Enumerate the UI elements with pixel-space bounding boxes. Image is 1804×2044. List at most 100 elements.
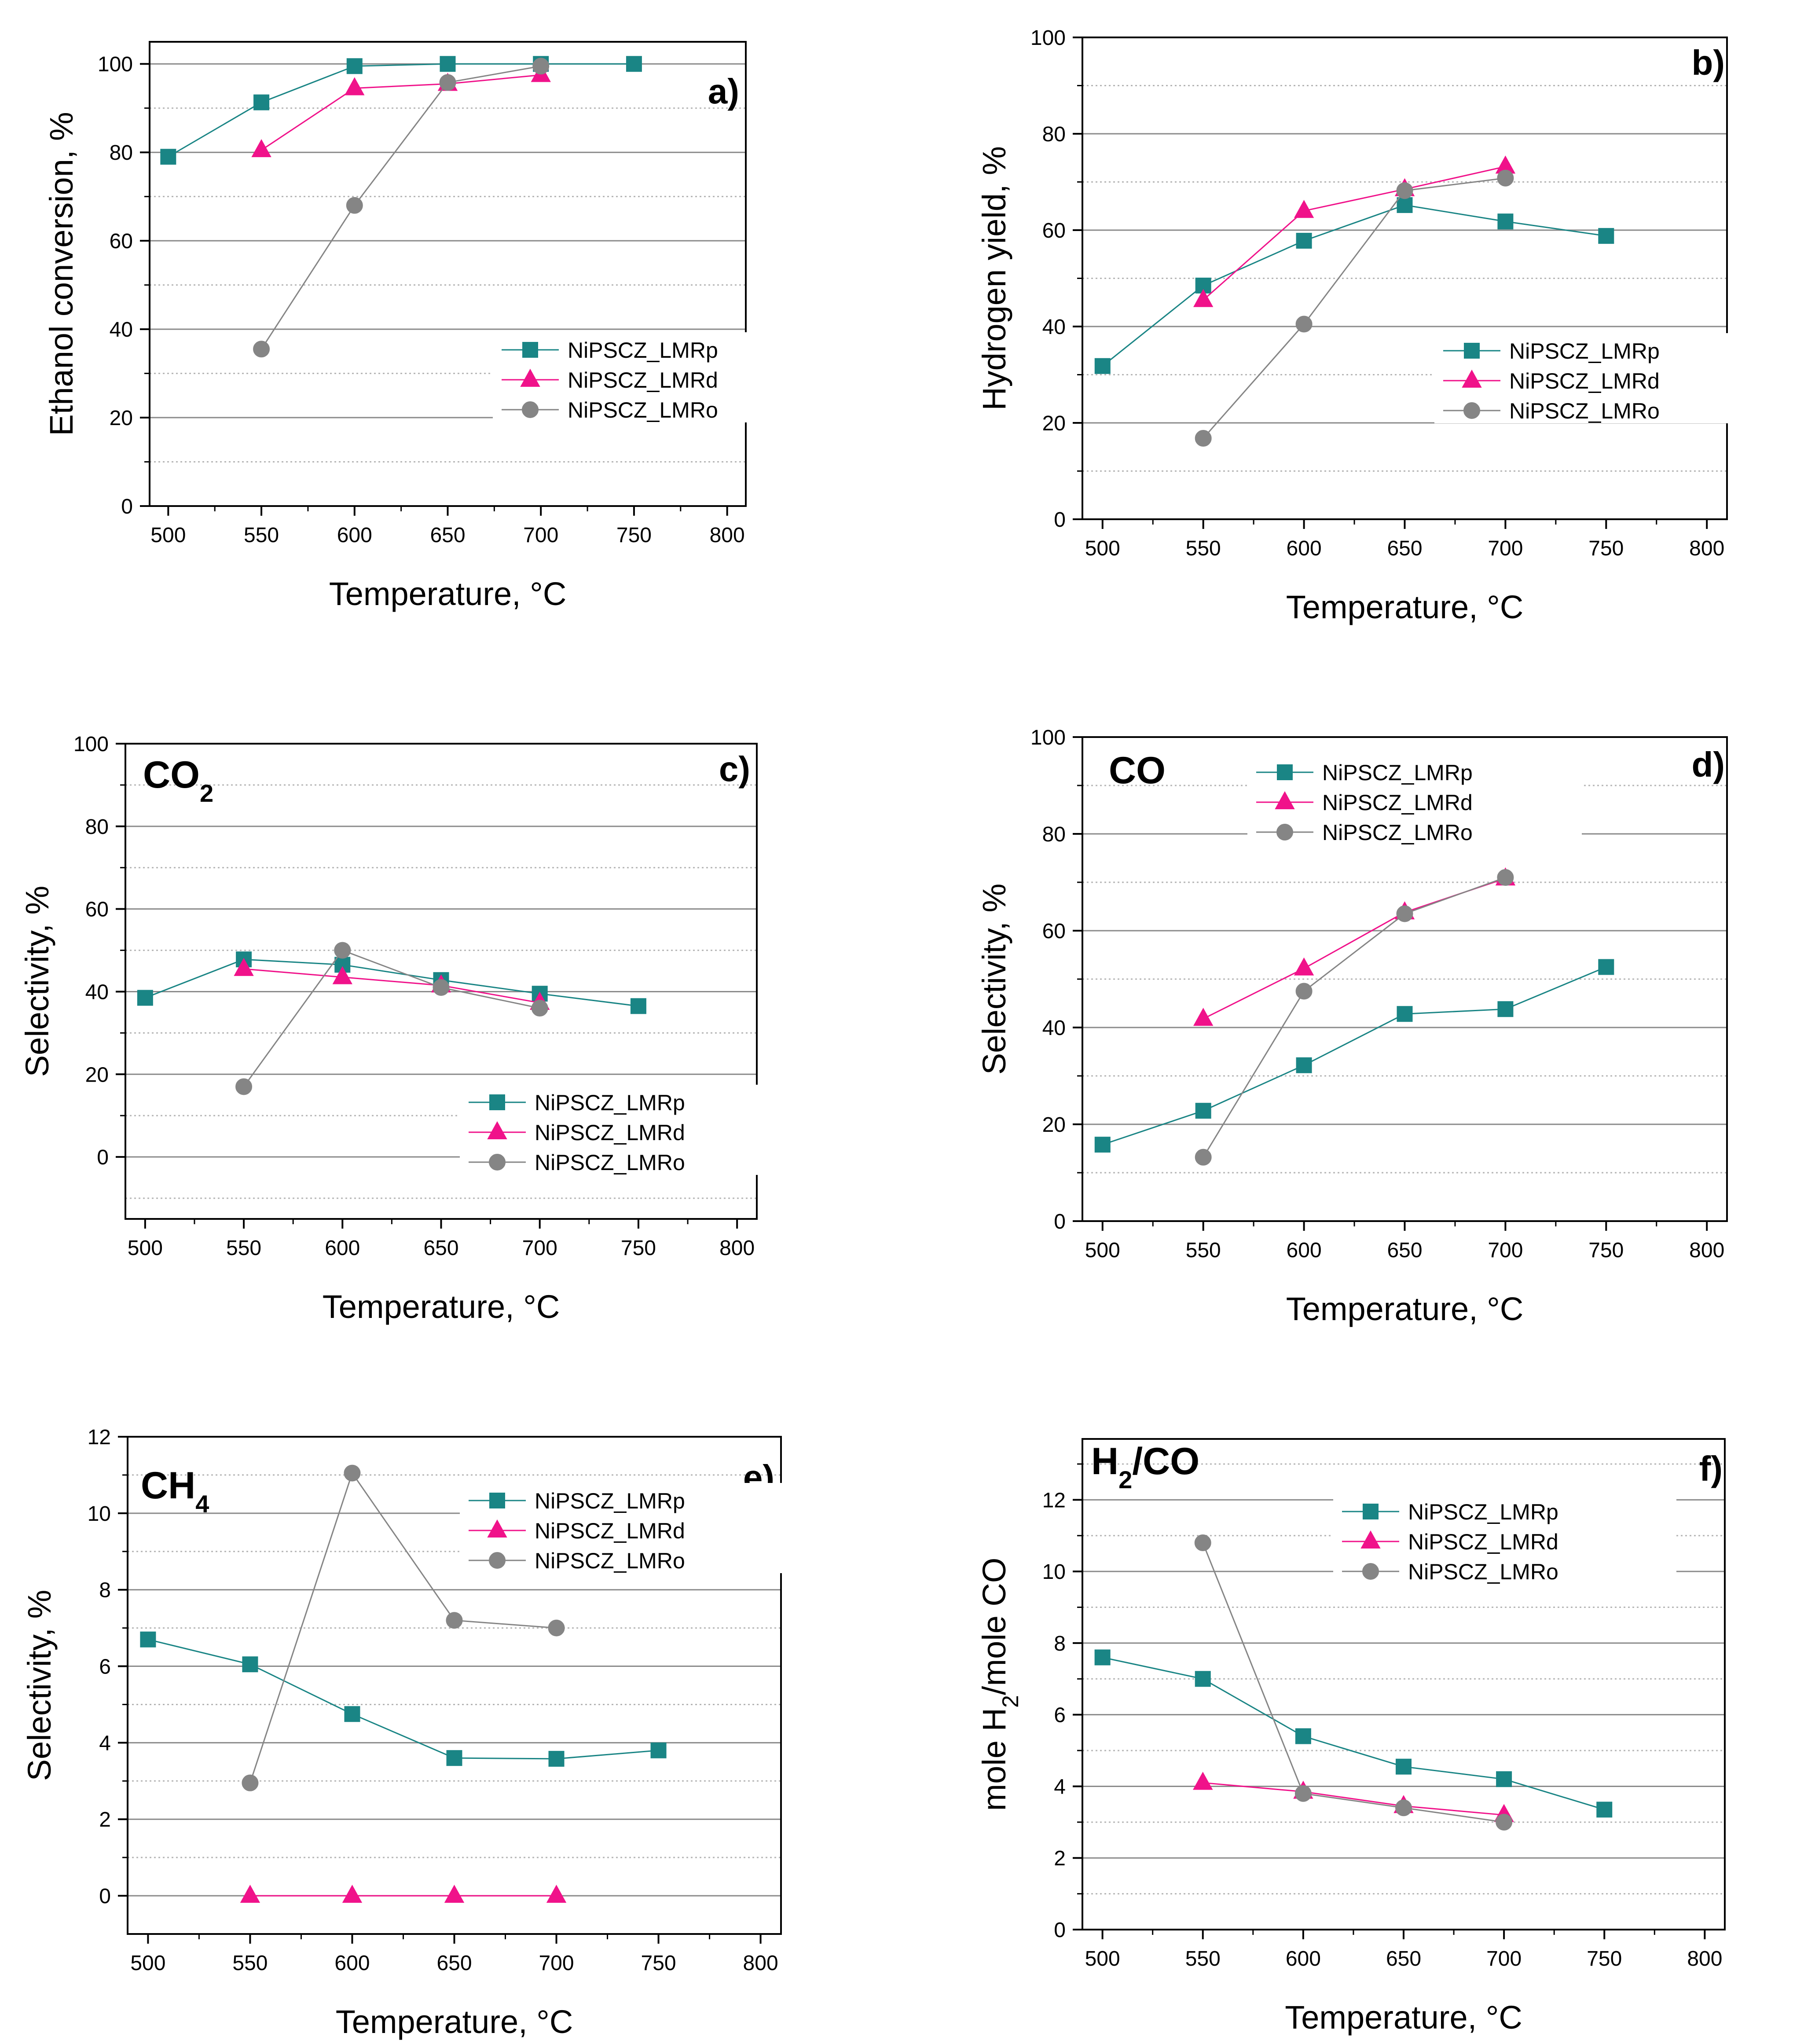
legend-marker-triangle — [1462, 369, 1482, 388]
x-axis: 500 550 600 650 700 750 800 — [130, 1934, 778, 1975]
y-tick-label: 0 — [1054, 508, 1066, 532]
x-tick-label: 500 — [1085, 537, 1120, 560]
x-tick-label: 500 — [150, 524, 186, 547]
legend-background — [460, 1483, 803, 1573]
data-point — [1194, 1534, 1211, 1552]
legend-marker-circle — [489, 1154, 506, 1171]
y-tick-label: 100 — [73, 733, 109, 756]
y-tick-label: 6 — [99, 1655, 111, 1679]
species-title-suffix: /CO — [1132, 1440, 1199, 1483]
legend-label: NiPSCZ_LMRp — [535, 1489, 685, 1513]
data-point — [433, 979, 450, 996]
x-tick-label: 500 — [128, 1237, 163, 1260]
data-point — [344, 1464, 361, 1482]
y-tick-label: 0 — [1054, 1210, 1066, 1233]
series-NiPSCZ_LMRp — [1094, 1649, 1613, 1818]
data-point — [160, 149, 176, 165]
series-line — [260, 65, 541, 350]
y-tick-label: 4 — [99, 1732, 111, 1755]
x-tick-label: 550 — [1186, 1239, 1221, 1262]
x-tick-label: 800 — [1687, 1947, 1722, 1971]
species-title-subscript: 4 — [195, 1490, 209, 1518]
legend-label: NiPSCZ_LMRd — [568, 368, 718, 393]
series-line — [1203, 177, 1506, 439]
data-point — [140, 1631, 156, 1648]
y-tick-label: 60 — [110, 230, 133, 253]
x-tick-label: 500 — [130, 1952, 165, 1975]
series-line — [249, 1472, 557, 1783]
data-point — [1295, 1728, 1311, 1744]
x-axis-title: Temperature, °C — [336, 2004, 573, 2040]
legend: NiPSCZ_LMRp NiPSCZ_LMRd NiPSCZ_LMRo — [1434, 333, 1778, 423]
y-tick-label: 2 — [1054, 1847, 1066, 1870]
y-axis: 0 2 4 6 8 10 12 — [1042, 1463, 1082, 1942]
series-NiPSCZ_LMRp — [160, 56, 642, 165]
series-line — [261, 74, 541, 151]
legend: NiPSCZ_LMRp NiPSCZ_LMRd NiPSCZ_LMRo — [460, 1483, 803, 1573]
x-tick-label: 800 — [743, 1952, 778, 1975]
legend-label: NiPSCZ_LMRd — [1408, 1530, 1558, 1554]
series-NiPSCZ_LMRo — [1195, 869, 1514, 1166]
data-point — [1598, 228, 1614, 244]
legend-marker-triangle — [487, 1519, 507, 1538]
chart-panel-c: 500 550 600 650 700 750 800 0 20 40 60 80 100 Tempera… — [19, 733, 794, 1325]
data-point — [346, 58, 363, 74]
legend-background — [1247, 755, 1582, 845]
legend-marker-circle — [522, 401, 539, 418]
legend-label: NiPSCZ_LMRo — [1509, 399, 1660, 423]
legend: NiPSCZ_LMRp NiPSCZ_LMRd NiPSCZ_LMRo — [1333, 1494, 1676, 1584]
data-point — [531, 1000, 548, 1017]
series-line — [1102, 204, 1606, 367]
y-tick-label: 0 — [121, 495, 133, 518]
x-tick-label: 650 — [1386, 1947, 1421, 1971]
data-point — [1193, 1772, 1213, 1790]
y-tick-label: 40 — [85, 980, 109, 1004]
x-tick-label: 550 — [244, 524, 279, 547]
series-NiPSCZ_LMRo — [253, 58, 550, 358]
x-tick-label: 750 — [621, 1237, 656, 1260]
data-point — [1396, 182, 1413, 199]
legend-label: NiPSCZ_LMRp — [568, 338, 718, 363]
y-tick-label: 4 — [1054, 1775, 1066, 1798]
x-axis-title: Temperature, °C — [323, 1288, 560, 1325]
x-tick-label: 700 — [1486, 1947, 1522, 1971]
x-tick-label: 800 — [719, 1237, 755, 1260]
legend-marker-square — [1464, 343, 1480, 359]
series-NiPSCZ_LMRo — [1195, 169, 1514, 447]
y-tick-label: 8 — [99, 1579, 111, 1602]
data-point — [1497, 1001, 1514, 1017]
data-point — [532, 58, 550, 75]
y-axis-title-part: mole H — [976, 1708, 1012, 1811]
y-tick-label: 12 — [88, 1426, 111, 1449]
y-axis: 0 20 40 60 80 100 — [98, 53, 150, 518]
data-point — [1295, 316, 1313, 333]
legend-marker-circle — [1362, 1563, 1379, 1580]
x-tick-label: 750 — [616, 524, 652, 547]
species-title-main: H — [1091, 1440, 1118, 1483]
series-NiPSCZ_LMRo — [235, 942, 548, 1095]
x-tick-label: 600 — [337, 524, 372, 547]
series-NiPSCZ_LMRd — [1193, 155, 1516, 307]
data-point — [1295, 983, 1313, 1000]
x-axis: 500 550 600 650 700 750 800 — [128, 1219, 755, 1260]
y-tick-label: 80 — [1042, 823, 1066, 846]
x-tick-label: 700 — [539, 1952, 574, 1975]
x-tick-label: 650 — [1387, 537, 1422, 560]
y-axis: 0 20 40 60 80 100 — [73, 733, 125, 1169]
legend-label: NiPSCZ_LMRd — [535, 1120, 685, 1145]
series-NiPSCZ_LMRo — [1194, 1534, 1513, 1831]
data-point — [1396, 905, 1413, 922]
series-line — [1203, 877, 1506, 1020]
series-NiPSCZ_LMRp — [137, 951, 646, 1014]
y-tick-label: 60 — [1042, 920, 1066, 943]
legend-label: NiPSCZ_LMRd — [535, 1519, 685, 1543]
x-axis: 500 550 600 650 700 750 800 — [150, 506, 745, 547]
x-tick-label: 800 — [1689, 1239, 1724, 1262]
y-tick-label: 10 — [1042, 1560, 1066, 1584]
x-tick-label: 700 — [1488, 1239, 1523, 1262]
y-tick-label: 40 — [1042, 316, 1066, 339]
species-title-subscript: 2 — [200, 779, 213, 807]
data-point — [234, 958, 254, 976]
x-axis-title: Temperature, °C — [1286, 1291, 1524, 1327]
x-tick-label: 650 — [436, 1952, 472, 1975]
